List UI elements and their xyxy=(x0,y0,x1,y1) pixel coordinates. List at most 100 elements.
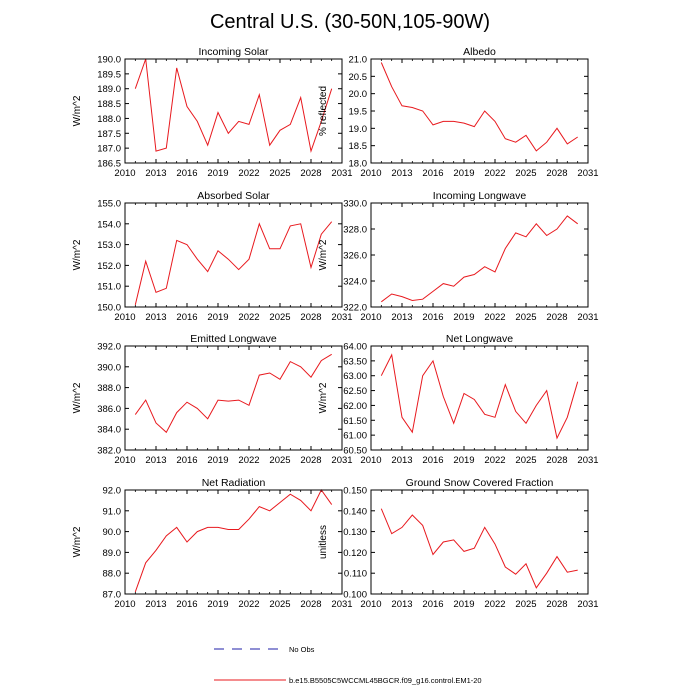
net-radiation-ytick-label: 92.0 xyxy=(103,486,122,497)
incoming-longwave-xtick-label: 2022 xyxy=(484,312,505,323)
emitted-longwave-ytick-label: 390.0 xyxy=(97,362,121,373)
panels: Incoming Solar W/m^2 2010 2013 2016 2019 2022 2… xyxy=(72,46,599,610)
panel-incoming-longwave: Incoming Longwave W/m^2 2010 2013 2016 2019 20… xyxy=(318,190,599,323)
panel-absorbed-solar: Absorbed Solar W/m^2 2010 2013 2016 2019 2022 2… xyxy=(72,190,353,323)
net-longwave-ytick-label: 61.50 xyxy=(343,416,367,427)
absorbed-solar-xtick-label: 2013 xyxy=(145,312,166,323)
albedo-ytick-label: 20.0 xyxy=(349,89,368,100)
ground-snow-covered-fraction-ytick-label: 0.130 xyxy=(343,527,367,538)
net-longwave-ytick-label: 63.00 xyxy=(343,371,367,382)
ground-snow-covered-fraction-xtick-label: 2028 xyxy=(546,599,567,610)
albedo-xtick-label: 2025 xyxy=(515,168,536,179)
net-longwave-ylabel: W/m^2 xyxy=(318,382,329,413)
incoming-solar-xtick-label: 2031 xyxy=(331,168,352,179)
legend-label-no-obs: No Obs xyxy=(289,645,315,654)
emitted-longwave-xtick-label: 2031 xyxy=(331,455,352,466)
albedo-xtick-label: 2022 xyxy=(484,168,505,179)
absorbed-solar-xtick-label: 2028 xyxy=(300,312,321,323)
net-longwave-xtick-label: 2016 xyxy=(422,455,443,466)
albedo-xtick-label: 2019 xyxy=(453,168,474,179)
net-longwave-xtick-label: 2010 xyxy=(360,455,381,466)
absorbed-solar-title: Absorbed Solar xyxy=(197,190,270,202)
absorbed-solar-frame xyxy=(124,202,343,308)
net-longwave-xtick-label: 2022 xyxy=(484,455,505,466)
incoming-solar-xtick-label: 2022 xyxy=(238,168,259,179)
absorbed-solar-xtick-label: 2019 xyxy=(207,312,228,323)
net-longwave-xtick-label: 2025 xyxy=(515,455,536,466)
absorbed-solar-ytick-label: 154.0 xyxy=(97,219,121,230)
albedo-xtick-label: 2028 xyxy=(546,168,567,179)
net-radiation-ytick-label: 87.0 xyxy=(103,590,122,601)
absorbed-solar-xtick-label: 2016 xyxy=(176,312,197,323)
incoming-solar-ytick-label: 188.5 xyxy=(97,99,121,110)
net-radiation-xtick-label: 2019 xyxy=(207,599,228,610)
emitted-longwave-ytick-label: 382.0 xyxy=(97,446,121,457)
net-longwave-xtick-label: 2031 xyxy=(577,455,598,466)
net-radiation-xtick-label: 2031 xyxy=(331,599,352,610)
net-longwave-ytick-label: 63.50 xyxy=(343,356,367,367)
albedo-ytick-label: 18.5 xyxy=(349,141,368,152)
incoming-longwave-frame xyxy=(370,202,589,308)
emitted-longwave-xtick-label: 2022 xyxy=(238,455,259,466)
net-radiation-ytick-label: 91.0 xyxy=(103,506,122,517)
incoming-longwave-series-line xyxy=(380,215,579,303)
albedo-xtick-label: 2016 xyxy=(422,168,443,179)
net-radiation-xtick-label: 2016 xyxy=(176,599,197,610)
incoming-solar-ylabel: W/m^2 xyxy=(72,95,83,126)
net-longwave-ytick-label: 62.50 xyxy=(343,386,367,397)
ground-snow-covered-fraction-xtick-label: 2013 xyxy=(391,599,412,610)
ground-snow-covered-fraction-xtick-label: 2031 xyxy=(577,599,598,610)
incoming-longwave-ytick-label: 330.0 xyxy=(343,199,367,210)
incoming-longwave-xtick-label: 2016 xyxy=(422,312,443,323)
incoming-solar-ytick-label: 188.0 xyxy=(97,114,121,125)
absorbed-solar-xtick-label: 2025 xyxy=(269,312,290,323)
incoming-solar-ytick-label: 187.0 xyxy=(97,144,121,155)
absorbed-solar-ytick-label: 153.0 xyxy=(97,240,121,251)
emitted-longwave-series-line xyxy=(134,353,332,434)
ground-snow-covered-fraction-xtick-label: 2010 xyxy=(360,599,381,610)
net-longwave-ytick-label: 60.50 xyxy=(343,446,367,457)
emitted-longwave-ytick-label: 392.0 xyxy=(97,342,121,353)
incoming-longwave-ylabel: W/m^2 xyxy=(318,239,329,270)
ground-snow-covered-fraction-series-line xyxy=(380,508,578,589)
albedo-xtick-label: 2013 xyxy=(391,168,412,179)
net-longwave-xtick-label: 2019 xyxy=(453,455,474,466)
ground-snow-covered-fraction-xtick-label: 2019 xyxy=(453,599,474,610)
incoming-solar-xtick-label: 2028 xyxy=(300,168,321,179)
ground-snow-covered-fraction-title: Ground Snow Covered Fraction xyxy=(406,477,554,489)
incoming-longwave-ytick-label: 326.0 xyxy=(343,251,367,262)
absorbed-solar-ytick-label: 150.0 xyxy=(97,303,121,314)
absorbed-solar-ytick-label: 155.0 xyxy=(97,199,121,210)
net-longwave-xtick-label: 2028 xyxy=(546,455,567,466)
ground-snow-covered-fraction-ytick-label: 0.140 xyxy=(343,506,367,517)
albedo-ytick-label: 19.5 xyxy=(349,107,368,118)
incoming-longwave-ytick-label: 324.0 xyxy=(343,277,367,288)
emitted-longwave-ytick-label: 384.0 xyxy=(97,425,121,436)
net-radiation-ytick-label: 88.0 xyxy=(103,569,122,580)
albedo-ytick-label: 18.0 xyxy=(349,159,368,170)
incoming-solar-ytick-label: 187.5 xyxy=(97,129,121,140)
net-longwave-series-line xyxy=(380,353,579,440)
incoming-solar-xtick-label: 2019 xyxy=(207,168,228,179)
legend-label-model: b.e15.B5505C5WCCML45BGCR.f09_g16.control… xyxy=(289,676,482,685)
net-longwave-xtick-label: 2013 xyxy=(391,455,412,466)
albedo-ytick-label: 20.5 xyxy=(349,72,368,83)
ground-snow-covered-fraction-ytick-label: 0.150 xyxy=(343,486,367,497)
albedo-xtick-label: 2031 xyxy=(577,168,598,179)
net-radiation-series-line xyxy=(134,489,333,593)
albedo-series-line xyxy=(380,62,578,152)
panel-albedo: Albedo % reflected 2010 2013 2016 2019 2022 202… xyxy=(318,46,599,179)
incoming-longwave-xtick-label: 2010 xyxy=(360,312,381,323)
albedo-title: Albedo xyxy=(463,46,496,58)
ground-snow-covered-fraction-frame xyxy=(370,489,589,595)
net-radiation-ylabel: W/m^2 xyxy=(72,526,83,557)
net-longwave-ytick-label: 62.00 xyxy=(343,401,367,412)
net-radiation-xtick-label: 2022 xyxy=(238,599,259,610)
absorbed-solar-series-line xyxy=(134,221,333,306)
incoming-solar-ytick-label: 189.0 xyxy=(97,84,121,95)
net-longwave-ytick-label: 61.00 xyxy=(343,431,367,442)
absorbed-solar-ytick-label: 152.0 xyxy=(97,261,121,272)
emitted-longwave-title: Emitted Longwave xyxy=(190,333,277,345)
incoming-solar-xtick-label: 2010 xyxy=(114,168,135,179)
